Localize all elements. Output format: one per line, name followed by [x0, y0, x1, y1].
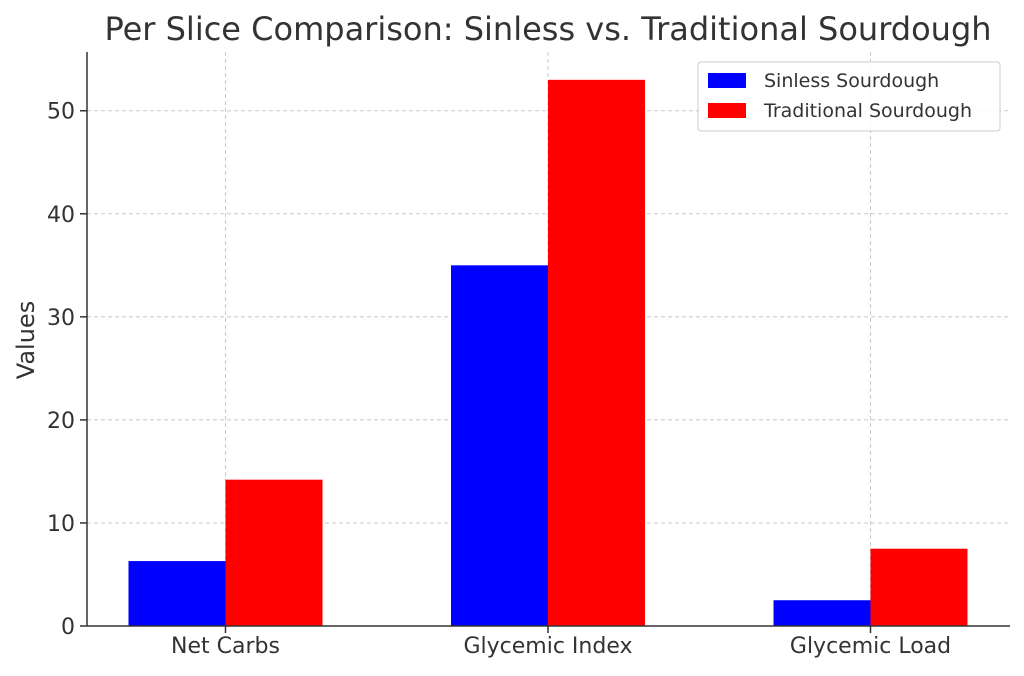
x-category-label: Glycemic Index: [463, 634, 632, 659]
x-category-label: Net Carbs: [171, 634, 280, 659]
y-tick-label: 0: [61, 615, 75, 640]
bar-sinless-sourdough-0: [128, 561, 226, 626]
x-categories: Net Carbs Glycemic Index Glycemic Load: [171, 626, 951, 659]
bar-sinless-sourdough-2: [773, 600, 871, 626]
bar-traditional-sourdough-2: [870, 548, 968, 626]
bar-traditional-sourdough-1: [548, 79, 645, 627]
bars: [128, 79, 968, 627]
bar-traditional-sourdough-0: [225, 479, 323, 626]
bar-sinless-sourdough-1: [451, 265, 548, 626]
y-tick-label: 50: [47, 100, 75, 125]
legend-box: [697, 61, 1001, 132]
y-ticks: 0 10 20 30 40 50: [47, 100, 87, 640]
y-tick-label: 40: [47, 203, 75, 228]
chart-title: Per Slice Comparison: Sinless vs. Tradit…: [104, 10, 991, 48]
y-tick-label: 20: [47, 409, 75, 434]
legend-label: Traditional Sourdough: [763, 100, 972, 122]
legend-label: Sinless Sourdough: [764, 70, 939, 92]
legend: Sinless Sourdough Traditional Sourdough: [697, 61, 1001, 132]
y-axis-label: Values: [12, 301, 40, 379]
y-tick-label: 30: [47, 306, 75, 331]
legend-swatch: [708, 103, 746, 118]
legend-swatch: [708, 73, 746, 88]
y-tick-label: 10: [47, 512, 75, 537]
x-category-label: Glycemic Load: [790, 634, 951, 659]
